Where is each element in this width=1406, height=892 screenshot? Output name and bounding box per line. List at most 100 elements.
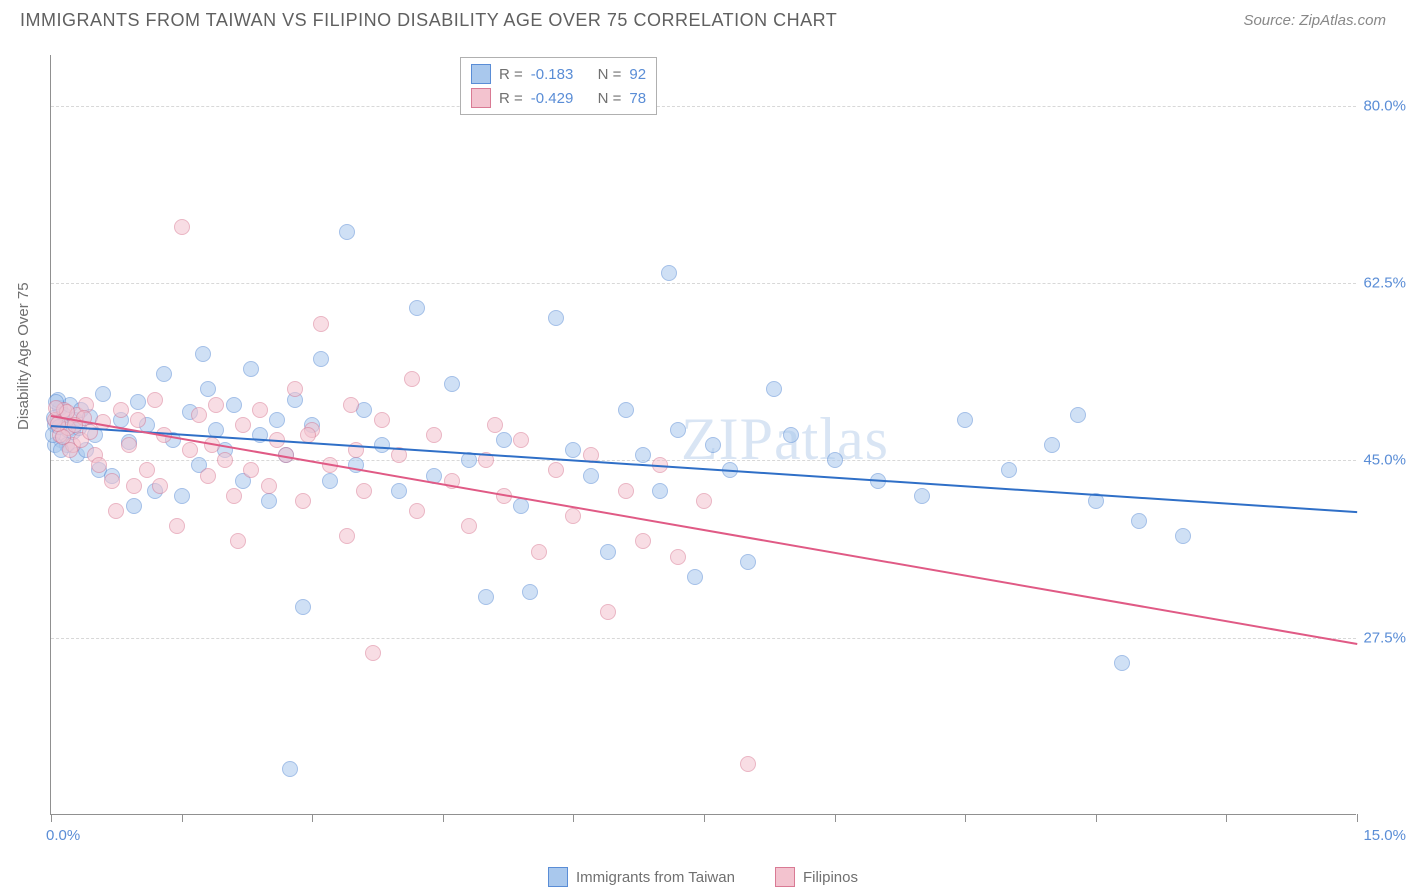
scatter-point: [548, 310, 564, 326]
scatter-point: [104, 473, 120, 489]
scatter-point: [618, 402, 634, 418]
scatter-point: [287, 381, 303, 397]
y-tick-label: 80.0%: [1363, 97, 1406, 114]
legend-stats-box: R = -0.183 N = 92 R = -0.429 N = 78: [460, 57, 657, 115]
scatter-point: [696, 493, 712, 509]
scatter-point: [243, 462, 259, 478]
scatter-point: [243, 361, 259, 377]
scatter-point: [426, 427, 442, 443]
scatter-point: [548, 462, 564, 478]
scatter-point: [409, 503, 425, 519]
legend-stats-row: R = -0.429 N = 78: [471, 86, 646, 110]
x-tick: [965, 814, 966, 822]
scatter-point: [91, 457, 107, 473]
scatter-point: [200, 468, 216, 484]
scatter-point: [208, 397, 224, 413]
n-label: N =: [598, 90, 622, 107]
scatter-point: [313, 316, 329, 332]
scatter-point: [182, 442, 198, 458]
scatter-point: [261, 493, 277, 509]
legend-item-filipinos: Filipinos: [775, 867, 858, 887]
x-tick: [1357, 814, 1358, 822]
bottom-legend: Immigrants from Taiwan Filipinos: [0, 867, 1406, 887]
scatter-point: [191, 407, 207, 423]
scatter-point: [269, 412, 285, 428]
scatter-point: [200, 381, 216, 397]
scatter-point: [195, 346, 211, 362]
scatter-point: [600, 604, 616, 620]
n-label: N =: [598, 66, 622, 83]
scatter-point: [740, 554, 756, 570]
scatter-point: [108, 503, 124, 519]
x-tick: [1226, 814, 1227, 822]
scatter-point: [282, 761, 298, 777]
x-tick: [312, 814, 313, 822]
scatter-point: [705, 437, 721, 453]
gridline: [51, 638, 1356, 639]
scatter-point: [1070, 407, 1086, 423]
scatter-point: [1001, 462, 1017, 478]
scatter-point: [113, 402, 129, 418]
scatter-point: [444, 376, 460, 392]
scatter-point: [126, 478, 142, 494]
scatter-point: [766, 381, 782, 397]
scatter-point: [1131, 513, 1147, 529]
y-axis-title: Disability Age Over 75: [15, 282, 32, 430]
scatter-point: [740, 756, 756, 772]
scatter-point: [130, 394, 146, 410]
scatter-point: [783, 427, 799, 443]
scatter-point: [1114, 655, 1130, 671]
legend-label: Filipinos: [803, 869, 858, 886]
scatter-point: [169, 518, 185, 534]
n-value: 92: [629, 66, 646, 83]
scatter-point: [147, 392, 163, 408]
scatter-point: [409, 300, 425, 316]
scatter-point: [152, 478, 168, 494]
scatter-point: [496, 432, 512, 448]
scatter-point: [230, 533, 246, 549]
x-tick: [1096, 814, 1097, 822]
legend-swatch: [471, 64, 491, 84]
scatter-point: [126, 498, 142, 514]
scatter-point: [156, 366, 172, 382]
scatter-chart: ZIPatlas 27.5%45.0%62.5%80.0%0.0%15.0%: [50, 55, 1356, 815]
source-attribution: Source: ZipAtlas.com: [1243, 12, 1386, 29]
scatter-point: [174, 488, 190, 504]
scatter-point: [652, 483, 668, 499]
scatter-point: [226, 488, 242, 504]
scatter-point: [531, 544, 547, 560]
scatter-point: [295, 493, 311, 509]
scatter-point: [1044, 437, 1060, 453]
scatter-point: [130, 412, 146, 428]
r-label: R =: [499, 90, 523, 107]
chart-title: IMMIGRANTS FROM TAIWAN VS FILIPINO DISAB…: [20, 10, 837, 31]
scatter-point: [600, 544, 616, 560]
scatter-point: [487, 417, 503, 433]
scatter-point: [513, 432, 529, 448]
x-tick: [835, 814, 836, 822]
scatter-point: [635, 533, 651, 549]
n-value: 78: [629, 90, 646, 107]
scatter-point: [827, 452, 843, 468]
scatter-point: [121, 437, 137, 453]
scatter-point: [461, 518, 477, 534]
scatter-point: [339, 528, 355, 544]
gridline: [51, 106, 1356, 107]
legend-stats-row: R = -0.183 N = 92: [471, 62, 646, 86]
x-tick: [573, 814, 574, 822]
scatter-point: [48, 400, 64, 416]
scatter-point: [670, 549, 686, 565]
scatter-point: [522, 584, 538, 600]
scatter-point: [174, 219, 190, 235]
scatter-point: [95, 386, 111, 402]
scatter-point: [374, 437, 390, 453]
legend-swatch: [471, 88, 491, 108]
scatter-point: [295, 599, 311, 615]
legend-swatch: [548, 867, 568, 887]
legend-item-taiwan: Immigrants from Taiwan: [548, 867, 735, 887]
scatter-point: [1175, 528, 1191, 544]
regression-line: [51, 415, 1357, 645]
scatter-point: [343, 397, 359, 413]
scatter-point: [670, 422, 686, 438]
x-tick: [51, 814, 52, 822]
